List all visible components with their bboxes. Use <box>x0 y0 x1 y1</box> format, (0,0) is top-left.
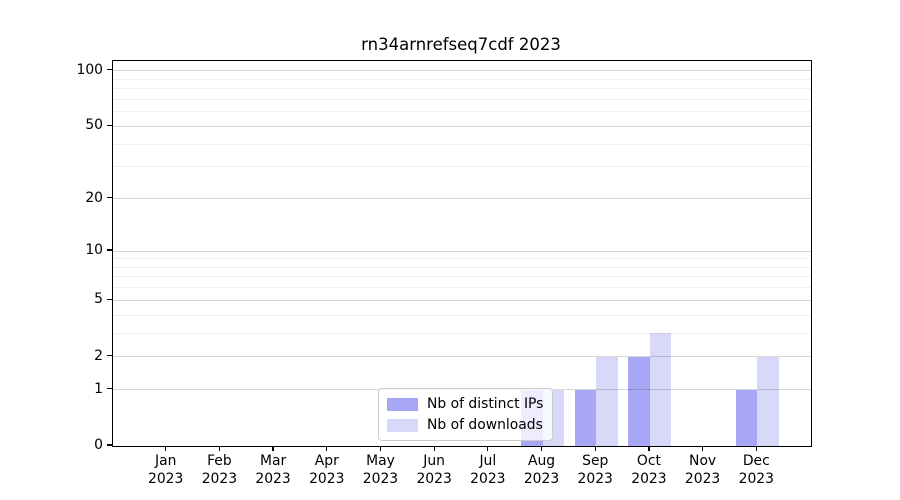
x-tick-label: Apr 2023 <box>309 453 345 487</box>
x-tick-mark <box>648 446 650 451</box>
gridline-major <box>113 250 811 252</box>
bar-downloads-sep <box>596 356 618 446</box>
chart-title: rn34arnrefseq7cdf 2023 <box>361 35 561 54</box>
y-tick-mark <box>107 355 112 357</box>
x-tick-mark <box>165 446 167 451</box>
y-tick-label: 20 <box>85 189 103 206</box>
x-tick-mark <box>594 446 596 451</box>
gridline-major <box>113 125 811 127</box>
gridline-major <box>113 299 811 301</box>
gridline-minor <box>113 111 811 113</box>
y-tick-label: 5 <box>94 291 103 308</box>
x-tick-label: May 2023 <box>362 453 399 487</box>
x-tick-label: Sep 2023 <box>577 453 613 487</box>
gridline-minor <box>113 276 811 278</box>
gridline-major <box>113 356 811 358</box>
gridline-minor <box>113 266 811 268</box>
y-tick-label: 50 <box>85 117 103 134</box>
gridline-major <box>113 70 811 72</box>
x-tick-label: Feb 2023 <box>201 453 238 487</box>
legend-item-distinct-ips: Nb of distinct IPs <box>387 396 543 412</box>
bar-distinct-ips-sep <box>574 389 597 446</box>
gridline-minor <box>113 166 811 168</box>
y-tick-mark <box>107 249 112 251</box>
gridline-minor <box>113 88 811 90</box>
legend-swatch-distinct-ips <box>387 397 418 411</box>
x-tick-label: Dec 2023 <box>738 453 774 487</box>
bar-distinct-ips-oct <box>628 356 650 446</box>
gridline-minor <box>113 258 811 260</box>
y-tick-mark <box>107 196 112 199</box>
x-tick-label: Aug 2023 <box>523 453 560 487</box>
legend-label-distinct-ips: Nb of distinct IPs <box>427 396 544 412</box>
legend-item-downloads: Nb of downloads <box>387 417 543 433</box>
gridline-minor <box>113 287 811 289</box>
legend-label-downloads: Nb of downloads <box>427 417 543 433</box>
gridline-minor <box>113 332 811 334</box>
x-tick-label: Jun 2023 <box>416 453 452 487</box>
x-tick-mark <box>272 446 274 451</box>
x-tick-mark <box>755 446 757 451</box>
x-tick-mark <box>540 446 543 451</box>
x-tick-mark <box>702 446 704 451</box>
y-tick-mark <box>107 69 112 71</box>
gridline-major <box>113 198 811 199</box>
bar-distinct-ips-dec <box>735 389 758 446</box>
legend-swatch-downloads <box>387 418 418 432</box>
gridline-minor <box>113 78 811 80</box>
gridline-minor <box>113 98 811 100</box>
y-tick-mark <box>107 444 112 446</box>
y-tick-mark <box>107 124 112 126</box>
x-tick-mark <box>326 446 328 451</box>
x-tick-mark <box>218 446 220 451</box>
y-tick-mark <box>107 388 112 390</box>
x-tick-mark <box>433 446 435 451</box>
x-tick-label: Jan 2023 <box>148 453 184 487</box>
y-tick-label: 1 <box>94 380 103 397</box>
bar-downloads-dec <box>757 356 779 446</box>
y-tick-label: 2 <box>94 347 103 364</box>
x-tick-label: Jul 2023 <box>470 453 506 487</box>
x-tick-label: Oct 2023 <box>631 453 667 487</box>
plot-area: Nb of distinct IPs Nb of downloads <box>112 60 812 447</box>
y-tick-label: 0 <box>94 437 103 453</box>
x-tick-mark <box>487 446 489 451</box>
y-tick-label: 100 <box>76 61 103 78</box>
gridline-minor <box>113 314 811 316</box>
bar-downloads-oct <box>649 333 672 446</box>
x-tick-label: Nov 2023 <box>684 453 721 487</box>
x-tick-label: Mar 2023 <box>255 453 291 487</box>
y-tick-label: 10 <box>85 242 103 259</box>
y-tick-mark <box>107 298 112 300</box>
x-tick-mark <box>379 446 382 451</box>
gridline-minor <box>113 143 811 145</box>
legend: Nb of distinct IPs Nb of downloads <box>378 388 554 441</box>
